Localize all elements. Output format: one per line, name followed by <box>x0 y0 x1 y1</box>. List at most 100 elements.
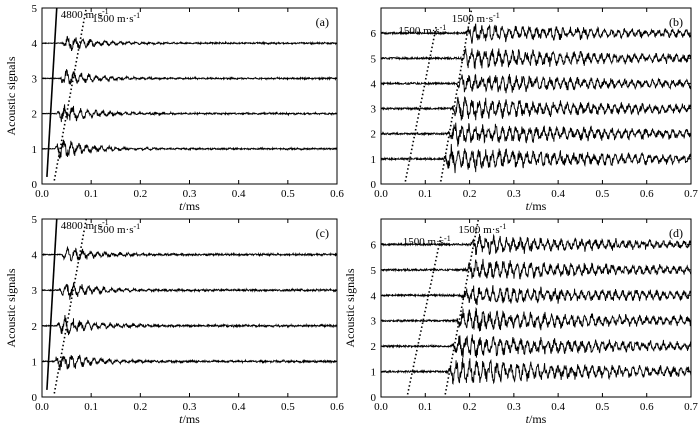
signal-trace <box>381 96 691 121</box>
velocity-line-solid <box>46 7 58 178</box>
signal-trace <box>381 334 691 358</box>
x-tick-label: 0.3 <box>507 188 521 200</box>
signal-trace <box>381 307 691 332</box>
x-tick-label: 0.2 <box>463 401 477 413</box>
signal-trace <box>381 143 691 174</box>
x-axis-title: t/ms <box>526 199 547 213</box>
y-axis-title: Acoustic signals <box>343 268 357 347</box>
x-tick-label: 0.0 <box>35 401 49 413</box>
velocity-annotation: 4800 m·s-1 <box>61 7 109 21</box>
x-tick-label: 0.0 <box>374 401 388 413</box>
y-tick-label: 3 <box>371 316 377 328</box>
y-axis-title: Acoustic signals <box>4 268 18 347</box>
signal-trace <box>42 315 337 336</box>
x-tick-label: 0.4 <box>232 188 246 200</box>
y-tick-label: 1 <box>371 154 377 166</box>
x-tick-label: 0.5 <box>596 401 610 413</box>
signal-trace <box>42 282 337 300</box>
signal-trace <box>42 35 337 51</box>
velocity-line-solid <box>46 218 58 390</box>
x-tick-label: 0.1 <box>418 401 432 413</box>
x-tick-label: 0.3 <box>507 401 521 413</box>
signal-trace <box>381 357 691 385</box>
x-tick-label: 0.2 <box>463 188 477 200</box>
y-tick-label: 2 <box>371 129 377 141</box>
panel-label: (d) <box>669 226 683 240</box>
y-tick-label: 3 <box>32 73 38 85</box>
x-tick-label: 0.6 <box>640 188 654 200</box>
x-axis-title: t/ms <box>179 199 200 213</box>
y-axis-title: Acoustic signals <box>4 56 18 135</box>
y-tick-label: 1 <box>32 356 38 368</box>
x-tick-label: 0.1 <box>84 401 98 413</box>
x-tick-label: 0.3 <box>183 188 197 200</box>
x-tick-label: 0.6 <box>640 401 654 413</box>
x-tick-label: 0.6 <box>330 188 344 200</box>
y-tick-label: 3 <box>371 104 377 116</box>
signal-trace <box>381 258 691 280</box>
signal-trace <box>42 69 337 86</box>
signal-trace <box>42 245 337 262</box>
panel-b: 1500 m·s-1 1500 m·s-1 0.0 0.1 0.2 0.3 0.4 0.5 0.… <box>371 7 698 213</box>
x-tick-label: 0.4 <box>551 188 565 200</box>
velocity-line-dotted <box>444 218 480 395</box>
velocity-annotation: 1500 m·s-1 <box>458 222 506 236</box>
x-tick-label: 0.2 <box>133 401 147 413</box>
x-tick-label: 0.5 <box>281 188 295 200</box>
plot-frame <box>41 218 338 398</box>
y-tick-label: 0 <box>32 392 38 404</box>
y-tick-label: 2 <box>371 341 377 353</box>
x-tick-label: 0.3 <box>183 401 197 413</box>
signal-trace <box>381 285 691 306</box>
y-tick-label: 1 <box>371 367 377 379</box>
y-tick-label: 4 <box>32 38 38 50</box>
velocity-annotation: 1500 m·s-1 <box>92 222 140 236</box>
y-tick-label: 5 <box>371 53 377 65</box>
panel-label: (c) <box>316 226 329 240</box>
velocity-line-dotted <box>53 218 88 394</box>
panel-label: (b) <box>669 15 683 29</box>
plot-frame <box>380 7 692 185</box>
x-axis-title: t/ms <box>179 412 200 426</box>
panel-d: 1500 m·s-1 1500 m·s-1 0.0 0.1 0.2 0.3 0.4 0.5 0.… <box>343 218 698 426</box>
x-tick-label: 0.0 <box>35 188 49 200</box>
x-tick-label: 0.2 <box>133 188 147 200</box>
x-tick-label: 0.5 <box>596 188 610 200</box>
x-tick-label: 0.1 <box>84 188 98 200</box>
x-tick-label: 0.1 <box>418 188 432 200</box>
velocity-line-dotted <box>53 7 88 181</box>
y-tick-label: 0 <box>371 179 377 191</box>
signal-trace <box>381 73 691 94</box>
y-tick-label: 3 <box>32 285 38 297</box>
y-tick-label: 6 <box>371 239 377 251</box>
velocity-line-dotted <box>404 25 438 182</box>
velocity-line-dotted <box>439 7 473 182</box>
signal-trace <box>381 23 691 44</box>
y-tick-label: 2 <box>32 321 38 333</box>
x-tick-label: 0.4 <box>232 401 246 413</box>
x-tick-label: 0.6 <box>330 401 344 413</box>
y-tick-label: 0 <box>32 179 38 191</box>
y-tick-label: 0 <box>371 392 377 404</box>
velocity-line-dotted <box>406 236 442 395</box>
y-tick-label: 5 <box>32 214 38 226</box>
signal-trace <box>381 233 691 255</box>
y-tick-label: 5 <box>32 3 38 15</box>
signal-trace <box>42 354 337 371</box>
signal-trace <box>381 122 691 147</box>
signal-trace <box>42 139 337 159</box>
x-tick-label: 0.5 <box>281 401 295 413</box>
velocity-annotation: 4800 m·s-1 <box>61 218 109 232</box>
y-tick-label: 5 <box>371 265 377 277</box>
velocity-annotation: 1500 m·s-1 <box>92 11 140 25</box>
y-tick-label: 2 <box>32 109 38 121</box>
x-tick-label: 0.7 <box>684 188 698 200</box>
x-tick-label: 0.7 <box>684 401 698 413</box>
panel-label: (a) <box>316 15 329 29</box>
y-tick-label: 6 <box>371 28 377 40</box>
plot-frame <box>41 7 338 185</box>
x-axis-title: t/ms <box>526 412 547 426</box>
